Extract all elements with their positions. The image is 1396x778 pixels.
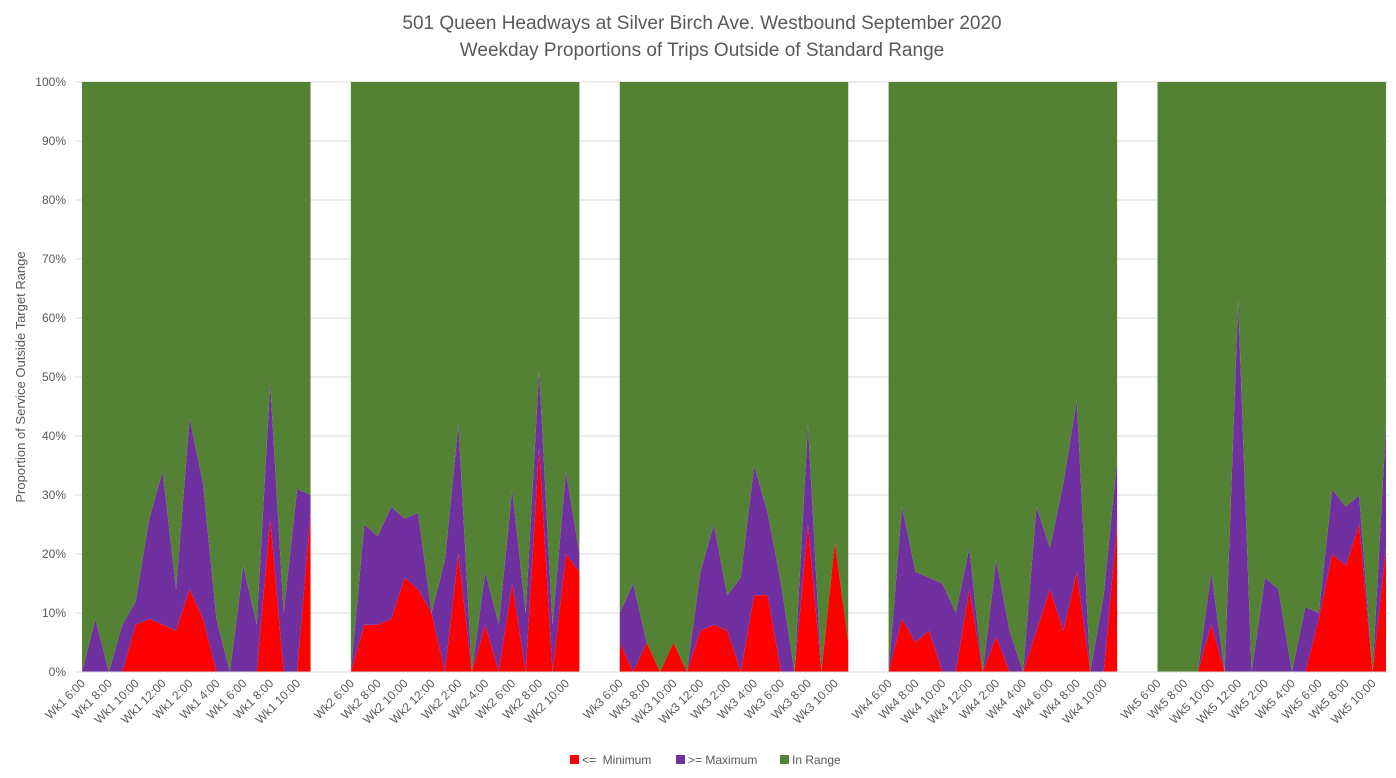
legend-label: >= Maximum	[688, 753, 757, 767]
y-tick-label: 10%	[42, 606, 66, 620]
y-tick-label: 60%	[42, 311, 66, 325]
y-tick-label: 70%	[42, 252, 66, 266]
legend-item: <= Minimum	[570, 753, 651, 767]
y-tick-label: 50%	[42, 370, 66, 384]
legend-label: <= Minimum	[582, 753, 651, 767]
y-tick-label: 20%	[42, 547, 66, 561]
y-tick-label: 30%	[42, 488, 66, 502]
y-tick-label: 100%	[35, 75, 66, 89]
area	[82, 82, 1386, 672]
y-tick-label: 0%	[49, 665, 67, 679]
legend-swatch	[570, 755, 579, 764]
area	[82, 447, 1386, 672]
area	[82, 300, 1386, 672]
legend-swatch	[676, 755, 685, 764]
legend-label: In Range	[792, 753, 841, 767]
y-tick-label: 80%	[42, 193, 66, 207]
y-axis-label: Proportion of Service Outside Target Ran…	[13, 251, 28, 502]
chart-subtitle: Weekday Proportions of Trips Outside of …	[460, 40, 944, 61]
chart-title: 501 Queen Headways at Silver Birch Ave. …	[402, 13, 1001, 34]
y-tick-label: 90%	[42, 134, 66, 148]
legend-item: In Range	[780, 753, 841, 767]
legend-item: >= Maximum	[676, 753, 757, 767]
y-tick-label: 40%	[42, 429, 66, 443]
legend-swatch	[780, 755, 789, 764]
